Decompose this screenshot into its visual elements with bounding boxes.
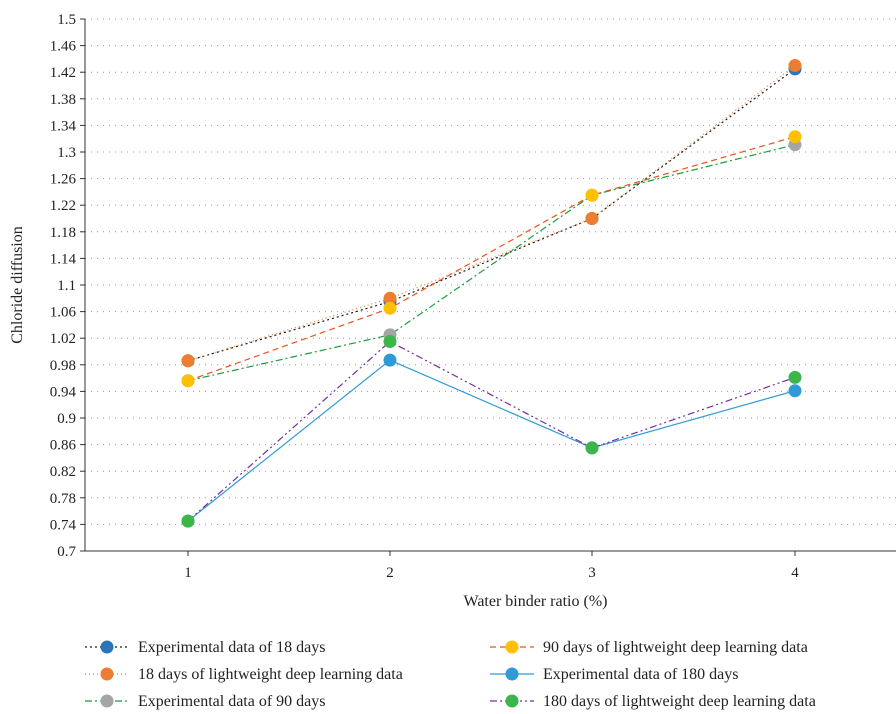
- series-dl-18: [181, 59, 802, 368]
- data-point-dl-180: [181, 514, 195, 528]
- y-tick-label: 0.9: [57, 411, 76, 427]
- series-line-dl-18: [187, 65, 796, 362]
- x-axis-title: Water binder ratio (%): [464, 593, 608, 610]
- y-tick-label: 1.06: [50, 305, 77, 321]
- y-tick-label: 0.98: [50, 358, 76, 374]
- legend-label: Experimental data of 180 days: [543, 666, 739, 683]
- series-line-exp-18: [187, 68, 796, 362]
- y-tick-label: 1.46: [50, 39, 77, 55]
- x-tick-labels: 1 2 3 4: [184, 551, 799, 581]
- legend-item-dl-90: 90 days of lightweight deep learning dat…: [490, 639, 808, 656]
- y-tick-label: 1.1: [57, 278, 76, 294]
- legend-marker: [100, 667, 114, 681]
- data-point-dl-180: [788, 370, 802, 384]
- data-point-dl-90: [383, 301, 397, 315]
- y-tick-label: 1.3: [57, 145, 76, 161]
- legend-marker: [505, 667, 519, 681]
- legend-label: 180 days of lightweight deep learning da…: [543, 693, 816, 710]
- x-tick-label: 1: [184, 565, 192, 581]
- legend-item-exp-180: Experimental data of 180 days: [490, 666, 739, 683]
- data-point-dl-18: [383, 291, 397, 305]
- legend-item-dl-180: 180 days of lightweight deep learning da…: [490, 693, 816, 710]
- legend-label: Experimental data of 18 days: [138, 639, 326, 656]
- y-tick-label: 1.18: [50, 225, 76, 241]
- y-tick-label: 1.34: [50, 118, 77, 134]
- y-tick-label: 1.38: [50, 92, 76, 108]
- legend-label: 18 days of lightweight deep learning dat…: [138, 666, 403, 683]
- series-group: [181, 59, 802, 528]
- data-point-exp-180: [383, 353, 397, 367]
- data-point-dl-18: [788, 59, 802, 73]
- y-tick-label: 0.94: [50, 384, 77, 400]
- legend-label: 90 days of lightweight deep learning dat…: [543, 639, 808, 656]
- data-point-dl-90: [788, 130, 802, 144]
- y-tick-label: 1.22: [50, 198, 76, 214]
- y-tick-label: 0.78: [50, 491, 76, 507]
- y-axis-title: Chloride diffusion: [9, 226, 26, 343]
- series-exp-18: [181, 62, 802, 368]
- data-point-dl-90: [181, 374, 195, 388]
- y-tick-label: 0.74: [50, 517, 77, 533]
- legend-item-exp-90: Experimental data of 90 days: [85, 693, 326, 710]
- series-dl-180: [181, 335, 802, 528]
- data-point-dl-180: [585, 441, 599, 455]
- series-line-exp-180: [187, 359, 796, 522]
- legend-marker: [505, 694, 519, 708]
- data-point-exp-180: [788, 384, 802, 398]
- series-line-dl-90: [187, 136, 796, 382]
- y-tick-label: 1.02: [50, 331, 76, 347]
- grid: [85, 18, 896, 525]
- y-tick-label: 0.7: [57, 544, 76, 560]
- series-line-exp-90: [187, 144, 796, 382]
- x-tick-label: 3: [588, 565, 596, 581]
- y-tick-label: 0.82: [50, 464, 76, 480]
- data-point-dl-18: [585, 212, 599, 225]
- legend: Experimental data of 18 days 18 days of l…: [85, 639, 816, 710]
- y-tick-label: 1.26: [50, 172, 77, 188]
- data-point-dl-180: [383, 335, 397, 349]
- x-tick-label: 2: [386, 565, 394, 581]
- x-tick-label: 4: [791, 565, 799, 581]
- legend-item-dl-18: 18 days of lightweight deep learning dat…: [85, 666, 403, 683]
- y-tick-label: 1.14: [50, 251, 77, 267]
- legend-item-exp-18: Experimental data of 18 days: [85, 639, 326, 656]
- series-dl-90: [181, 130, 802, 388]
- legend-marker: [100, 694, 114, 708]
- y-tick-label: 1.42: [50, 65, 76, 81]
- legend-marker: [505, 640, 519, 654]
- y-tick-label: 0.86: [50, 438, 77, 454]
- legend-marker: [100, 640, 114, 654]
- series-line-dl-180: [187, 340, 796, 522]
- y-tick-labels: 0.7 0.74 0.78 0.82 0.86 0.9 0.94 0.98 1.02 1.06 1.…: [50, 12, 85, 560]
- y-tick-label: 1.5: [57, 12, 76, 28]
- legend-label: Experimental data of 90 days: [138, 693, 326, 710]
- data-point-dl-18: [181, 354, 195, 368]
- axes: [84, 19, 896, 552]
- series-exp-180: [181, 353, 802, 528]
- data-point-dl-90: [585, 188, 599, 202]
